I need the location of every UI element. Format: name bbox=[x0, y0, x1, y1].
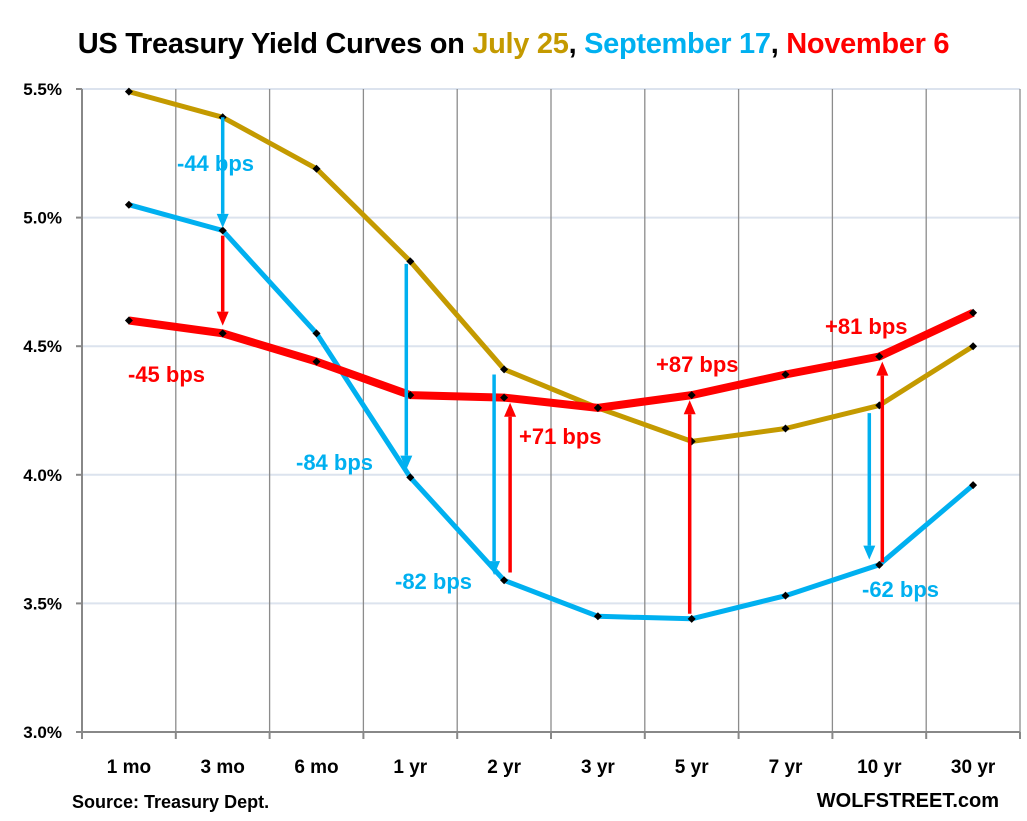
y-tick-label: 5.0% bbox=[23, 209, 62, 228]
data-point bbox=[124, 316, 133, 325]
data-point bbox=[406, 473, 415, 482]
annotation-label: +87 bps bbox=[656, 352, 739, 377]
data-point bbox=[687, 614, 696, 623]
x-tick-label: 1 mo bbox=[107, 757, 151, 778]
change-arrows bbox=[216, 117, 889, 614]
gridlines bbox=[82, 88, 1021, 732]
data-point bbox=[406, 257, 415, 266]
title-part-july: July 25 bbox=[472, 28, 569, 60]
x-tick-label: 3 yr bbox=[581, 757, 615, 778]
series-line-september-17 bbox=[128, 202, 975, 622]
y-tick-label: 3.0% bbox=[23, 723, 62, 742]
x-tick-label: 2 yr bbox=[487, 757, 521, 778]
data-point bbox=[875, 352, 884, 361]
change-arrow-head bbox=[683, 400, 696, 415]
annotation-label: -82 bps bbox=[395, 569, 472, 594]
change-arrow-head bbox=[216, 311, 229, 326]
annotations: -44 bps -45 bps -84 bps -82 bps +71 bps +87 b… bbox=[128, 151, 939, 602]
x-tick-label: 7 yr bbox=[769, 757, 803, 778]
series-lines bbox=[124, 87, 978, 623]
y-tick-label: 4.5% bbox=[23, 337, 62, 356]
annotation-label: -44 bps bbox=[177, 151, 254, 176]
data-point bbox=[218, 226, 227, 235]
x-tick-label: 30 yr bbox=[951, 757, 996, 778]
annotation-label: +81 bps bbox=[825, 314, 908, 339]
data-point bbox=[687, 391, 696, 400]
data-point bbox=[406, 391, 415, 400]
data-point bbox=[875, 560, 884, 569]
data-point bbox=[312, 357, 321, 366]
x-tick-label: 5 yr bbox=[675, 757, 709, 778]
data-point bbox=[500, 393, 509, 402]
data-point bbox=[781, 424, 790, 433]
data-point bbox=[218, 329, 227, 338]
data-point bbox=[781, 370, 790, 379]
title-part-november: November 6 bbox=[786, 28, 950, 60]
data-point bbox=[593, 612, 602, 621]
data-point bbox=[969, 481, 978, 490]
source-note: Source: Treasury Dept. bbox=[72, 792, 270, 812]
x-tick-label: 6 mo bbox=[294, 757, 338, 778]
change-arrow-head bbox=[876, 361, 889, 376]
title-part: , bbox=[770, 28, 787, 60]
series-line-november-6 bbox=[128, 309, 975, 412]
y-axis-ticks: 3.0% 3.5% 4.0% 4.5% 5.0% 5.5% bbox=[23, 80, 62, 742]
annotation-label: -84 bps bbox=[296, 450, 373, 475]
y-tick-label: 5.5% bbox=[23, 80, 62, 99]
title-part-september: September 17 bbox=[584, 28, 771, 60]
data-point bbox=[781, 591, 790, 600]
change-arrow-head bbox=[400, 455, 413, 470]
data-point bbox=[969, 342, 978, 351]
annotation-label: +71 bps bbox=[519, 424, 602, 449]
title-part: US Treasury Yield Curves on bbox=[77, 28, 473, 60]
data-point bbox=[500, 576, 509, 585]
annotation-label: -45 bps bbox=[128, 362, 205, 387]
x-tick-label: 1 yr bbox=[393, 757, 427, 778]
data-point bbox=[312, 329, 321, 338]
series-line-july-25 bbox=[128, 89, 975, 444]
data-point bbox=[500, 365, 509, 374]
x-tick-label: 3 mo bbox=[201, 757, 245, 778]
data-point bbox=[124, 87, 133, 96]
data-point bbox=[312, 164, 321, 173]
data-point bbox=[593, 403, 602, 412]
y-tick-label: 4.0% bbox=[23, 466, 62, 485]
change-arrow-head bbox=[504, 402, 517, 417]
y-tick-label: 3.5% bbox=[23, 594, 62, 613]
axes bbox=[76, 88, 1021, 739]
title-part: , bbox=[568, 28, 585, 60]
change-arrow-head bbox=[488, 561, 501, 576]
brand-watermark: WOLFSTREET.com bbox=[816, 790, 999, 812]
change-arrow-head bbox=[216, 213, 229, 228]
x-tick-label: 10 yr bbox=[857, 757, 902, 778]
data-point bbox=[124, 200, 133, 209]
data-point bbox=[969, 308, 978, 317]
chart-title: US Treasury Yield Curves on July 25, Sep… bbox=[0, 28, 1027, 61]
change-arrow-head bbox=[863, 545, 876, 560]
annotation-label: -62 bps bbox=[862, 577, 939, 602]
x-axis-ticks: 1 mo 3 mo 6 mo 1 yr 2 yr 3 yr 5 yr 7 yr 10 yr 30 … bbox=[107, 757, 996, 778]
